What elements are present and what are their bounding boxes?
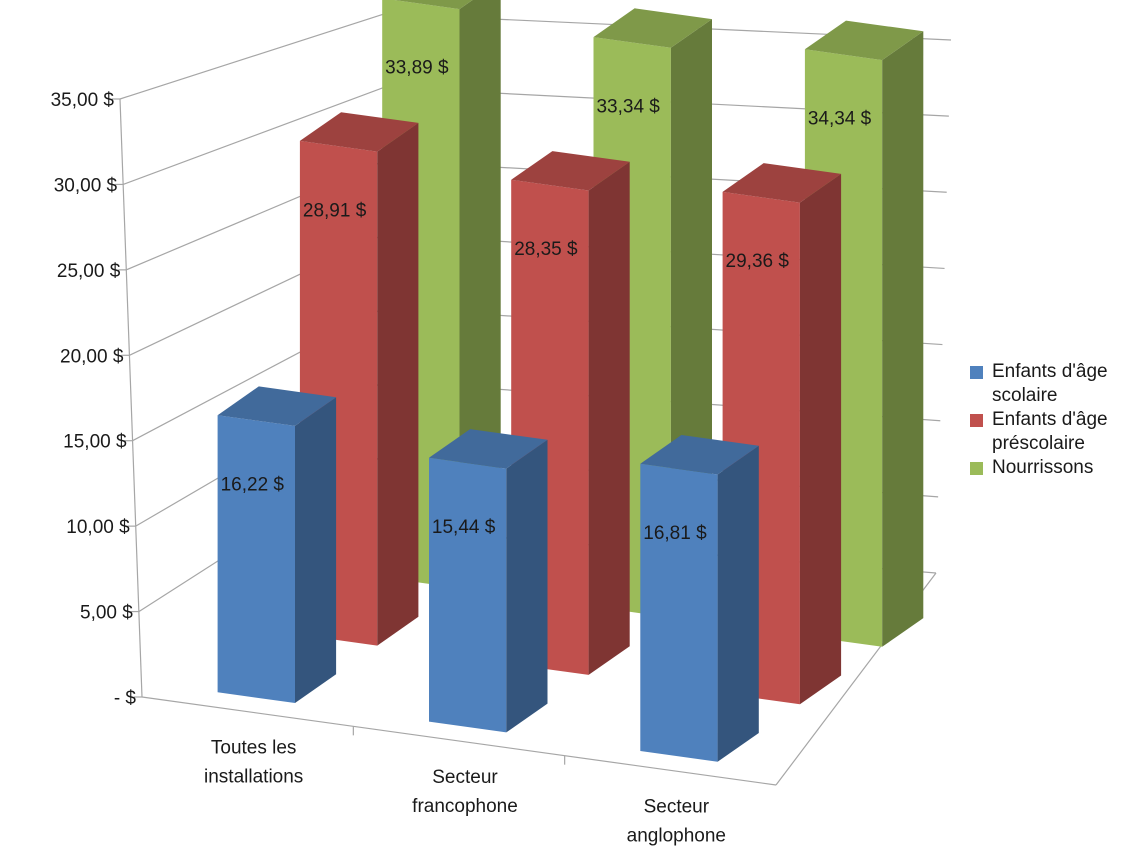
data-label: 16,81 $ xyxy=(643,523,707,544)
bar-top xyxy=(640,435,759,475)
bar-side xyxy=(588,161,630,675)
x-tick-label: Secteur xyxy=(644,796,710,817)
data-label: 33,34 $ xyxy=(596,96,660,117)
data-label: 28,91 $ xyxy=(303,200,367,221)
legend-label: scolaire xyxy=(992,385,1058,406)
y-tick-label: 25,00 $ xyxy=(57,261,121,282)
y-tick-label: - $ xyxy=(114,688,137,709)
bar-side xyxy=(717,445,759,762)
bar-top xyxy=(394,0,473,10)
bars xyxy=(217,0,924,762)
y-tick-label: 15,00 $ xyxy=(63,432,127,453)
x-tick-label: installations xyxy=(204,767,303,788)
bar-top xyxy=(722,163,842,203)
bar-side xyxy=(799,173,842,705)
legend-swatch xyxy=(970,462,983,475)
legend-item: Nourrissons xyxy=(970,456,1138,480)
labels: Toutes les installations Secteur francophon… xyxy=(204,58,872,847)
y-tick-label: 10,00 $ xyxy=(66,517,130,538)
bar-side xyxy=(377,122,419,646)
y-tick-label: 5,00 $ xyxy=(80,603,133,624)
x-tick-label: anglophone xyxy=(627,825,726,846)
y-tick-label: 35,00 $ xyxy=(51,90,115,111)
legend-label: Nourrissons xyxy=(992,457,1094,478)
bar-side xyxy=(882,31,924,647)
data-label: 33,89 $ xyxy=(385,58,449,79)
bar-side xyxy=(506,439,548,733)
y-tick-label: 20,00 $ xyxy=(60,346,124,367)
y-tick-label: 30,00 $ xyxy=(54,175,118,196)
data-label: 15,44 $ xyxy=(432,517,496,538)
data-label: 34,34 $ xyxy=(808,109,872,130)
legend-label: Enfants d'âge xyxy=(992,361,1108,382)
bar-top xyxy=(299,112,419,152)
data-label: 29,36 $ xyxy=(726,251,790,272)
bar-top xyxy=(511,151,630,191)
bar-front xyxy=(640,463,718,762)
legend-swatch xyxy=(970,366,983,379)
bar-front xyxy=(217,415,295,703)
legend-item: Enfants d'âge scolaire xyxy=(970,360,1138,408)
data-label: 16,22 $ xyxy=(221,475,285,496)
legend-swatch xyxy=(970,414,983,427)
bar-top xyxy=(429,429,548,469)
x-tick-label: Secteur xyxy=(432,767,498,788)
bar-front xyxy=(429,457,507,733)
x-tick-label: Toutes les xyxy=(211,738,297,759)
y-axis-line xyxy=(119,98,143,698)
gridline-side xyxy=(119,13,385,100)
data-label: 28,35 $ xyxy=(514,239,578,260)
x-axis-line xyxy=(141,696,777,786)
legend: Enfants d'âge scolaire Enfants d'âge présco… xyxy=(970,360,1138,480)
legend-item: Enfants d'âge préscolaire xyxy=(970,408,1138,456)
bar-top xyxy=(593,8,712,48)
x-tick-label: francophone xyxy=(412,796,518,817)
bar-top xyxy=(804,20,924,61)
bar-top xyxy=(217,386,337,426)
legend-label: préscolaire xyxy=(992,433,1085,454)
bar-side xyxy=(295,397,337,703)
gridline-side xyxy=(122,86,385,185)
legend-label: Enfants d'âge xyxy=(992,409,1108,430)
